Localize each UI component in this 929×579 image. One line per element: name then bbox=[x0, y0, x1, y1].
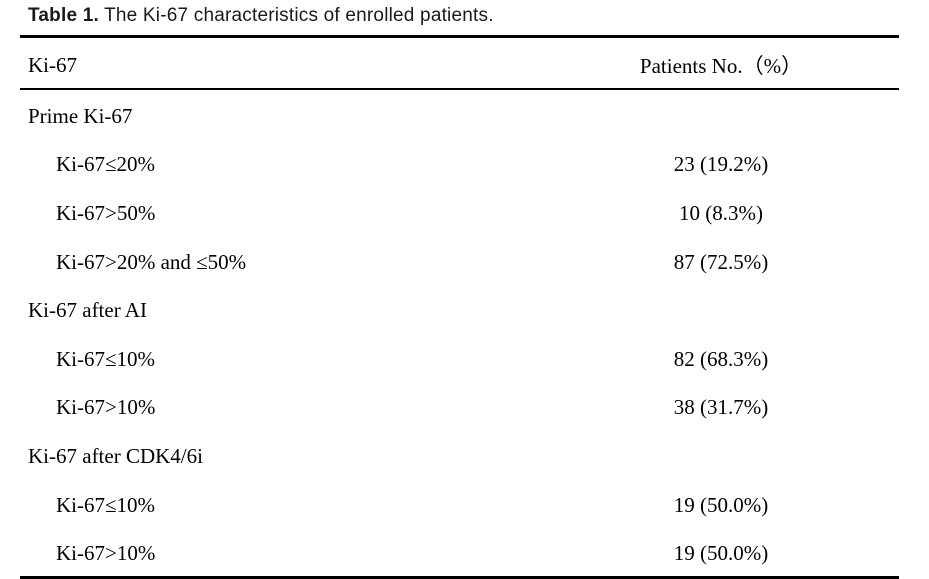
table-row: Ki-67≤10% 82 (68.3%) bbox=[20, 333, 899, 382]
table-row: Ki-67 after AI bbox=[20, 284, 899, 333]
row-label: Ki-67>20% and ≤50% bbox=[56, 249, 247, 274]
row-value: 87 (72.5%) bbox=[673, 249, 769, 274]
header-row: Ki-67 Patients No.（%） bbox=[20, 36, 899, 90]
row-value: 19 (50.0%) bbox=[673, 492, 769, 517]
table-row: Ki-67≤10% 19 (50.0%) bbox=[20, 479, 899, 528]
table-row: Ki-67 after CDK4/6i bbox=[20, 430, 899, 479]
row-label: Ki-67≤10% bbox=[56, 492, 156, 517]
column-header-ki67: Ki-67 bbox=[20, 36, 543, 90]
table-caption: Table 1. The Ki-67 characteristics of en… bbox=[28, 5, 494, 27]
row-value bbox=[543, 89, 899, 139]
row-value: 38 (31.7%) bbox=[673, 395, 769, 420]
row-value: 10 (8.3%) bbox=[679, 200, 763, 225]
table-row: Ki-67≤20% 23 (19.2%) bbox=[20, 139, 899, 188]
row-value: 23 (19.2%) bbox=[673, 152, 769, 177]
row-label: Ki-67 after AI bbox=[28, 298, 147, 323]
row-value: 19 (50.0%) bbox=[673, 541, 769, 566]
row-value: 82 (68.3%) bbox=[673, 346, 769, 371]
table-row: Ki-67>10% 38 (31.7%) bbox=[20, 382, 899, 431]
table-row: Ki-67>10% 19 (50.0%) bbox=[20, 527, 899, 577]
row-label: Ki-67≤20% bbox=[56, 152, 156, 177]
column-header-patients-no: Patients No.（%） bbox=[543, 36, 899, 90]
row-value bbox=[543, 430, 899, 479]
table-head: Ki-67 Patients No.（%） bbox=[20, 36, 899, 90]
table-row: Ki-67>50% 10 (8.3%) bbox=[20, 187, 899, 236]
row-label: Prime Ki-67 bbox=[28, 103, 133, 128]
row-label: Ki-67≤10% bbox=[56, 346, 156, 371]
table-caption-text: The Ki-67 characteristics of enrolled pa… bbox=[98, 5, 494, 26]
table-row: Prime Ki-67 bbox=[20, 89, 899, 139]
row-value bbox=[543, 284, 899, 333]
ki67-table: Ki-67 Patients No.（%） Prime Ki-67 Ki-67≤… bbox=[20, 35, 899, 579]
table-caption-number: Table 1. bbox=[28, 5, 99, 26]
table-container: Ki-67 Patients No.（%） Prime Ki-67 Ki-67≤… bbox=[20, 35, 899, 579]
table-body: Prime Ki-67 Ki-67≤20% 23 (19.2%) Ki-67>5… bbox=[20, 89, 899, 577]
row-label: Ki-67>50% bbox=[56, 200, 156, 225]
row-label: Ki-67 after CDK4/6i bbox=[28, 443, 203, 468]
row-label: Ki-67>10% bbox=[56, 541, 156, 566]
table-row: Ki-67>20% and ≤50% 87 (72.5%) bbox=[20, 236, 899, 285]
row-label: Ki-67>10% bbox=[56, 395, 156, 420]
